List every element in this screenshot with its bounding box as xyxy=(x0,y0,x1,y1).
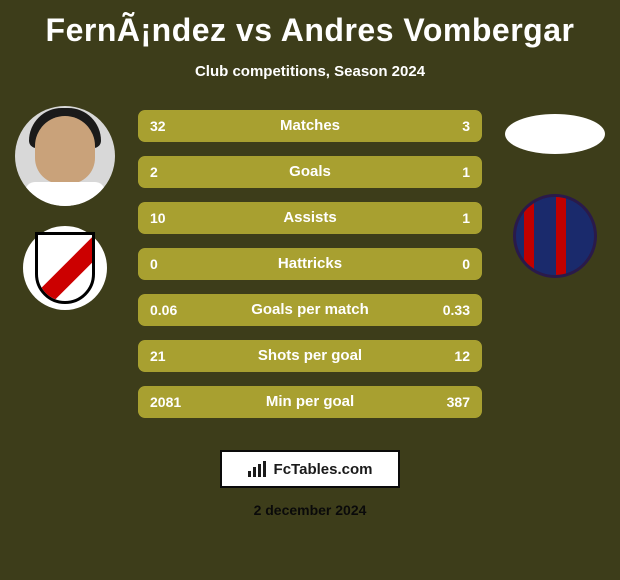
badge-stripe xyxy=(524,197,534,275)
page-subtitle: Club competitions, Season 2024 xyxy=(0,63,620,80)
player-right-photo xyxy=(505,114,605,154)
chart-icon xyxy=(248,461,268,477)
stat-label: Hattricks xyxy=(138,248,482,280)
badge-stripe xyxy=(556,197,566,275)
badge-stripe xyxy=(540,197,550,275)
stat-label: Goals per match xyxy=(138,294,482,326)
player-left-club-badge xyxy=(23,226,107,310)
avatar-face xyxy=(35,116,95,184)
stat-label: Assists xyxy=(138,202,482,234)
player-left-photo xyxy=(15,106,115,206)
footer-badge: FcTables.com xyxy=(220,450,400,488)
stat-row: 323Matches xyxy=(138,110,482,142)
badge-diagonal xyxy=(35,232,95,304)
stat-bars: 323Matches 21Goals 101Assists 00Hattricks 0.… xyxy=(138,110,482,432)
stat-label: Goals xyxy=(138,156,482,188)
stat-row: 2081387Min per goal xyxy=(138,386,482,418)
stat-row: 2112Shots per goal xyxy=(138,340,482,372)
player-right-column xyxy=(500,106,610,278)
player-left-column xyxy=(10,106,120,310)
page-title: FernÃ¡ndez vs Andres Vombergar xyxy=(0,0,620,49)
player-right-club-badge xyxy=(513,194,597,278)
stat-label: Matches xyxy=(138,110,482,142)
comparison-area: 323Matches 21Goals 101Assists 00Hattricks 0.… xyxy=(0,106,620,446)
stat-label: Shots per goal xyxy=(138,340,482,372)
footer-label: FcTables.com xyxy=(274,461,373,478)
badge-stripe xyxy=(572,197,582,275)
stat-row: 101Assists xyxy=(138,202,482,234)
stat-label: Min per goal xyxy=(138,386,482,418)
badge-shield xyxy=(35,232,95,304)
stat-row: 21Goals xyxy=(138,156,482,188)
stat-row: 00Hattricks xyxy=(138,248,482,280)
date-label: 2 december 2024 xyxy=(0,502,620,518)
avatar-shirt xyxy=(25,182,105,206)
stat-row: 0.060.33Goals per match xyxy=(138,294,482,326)
